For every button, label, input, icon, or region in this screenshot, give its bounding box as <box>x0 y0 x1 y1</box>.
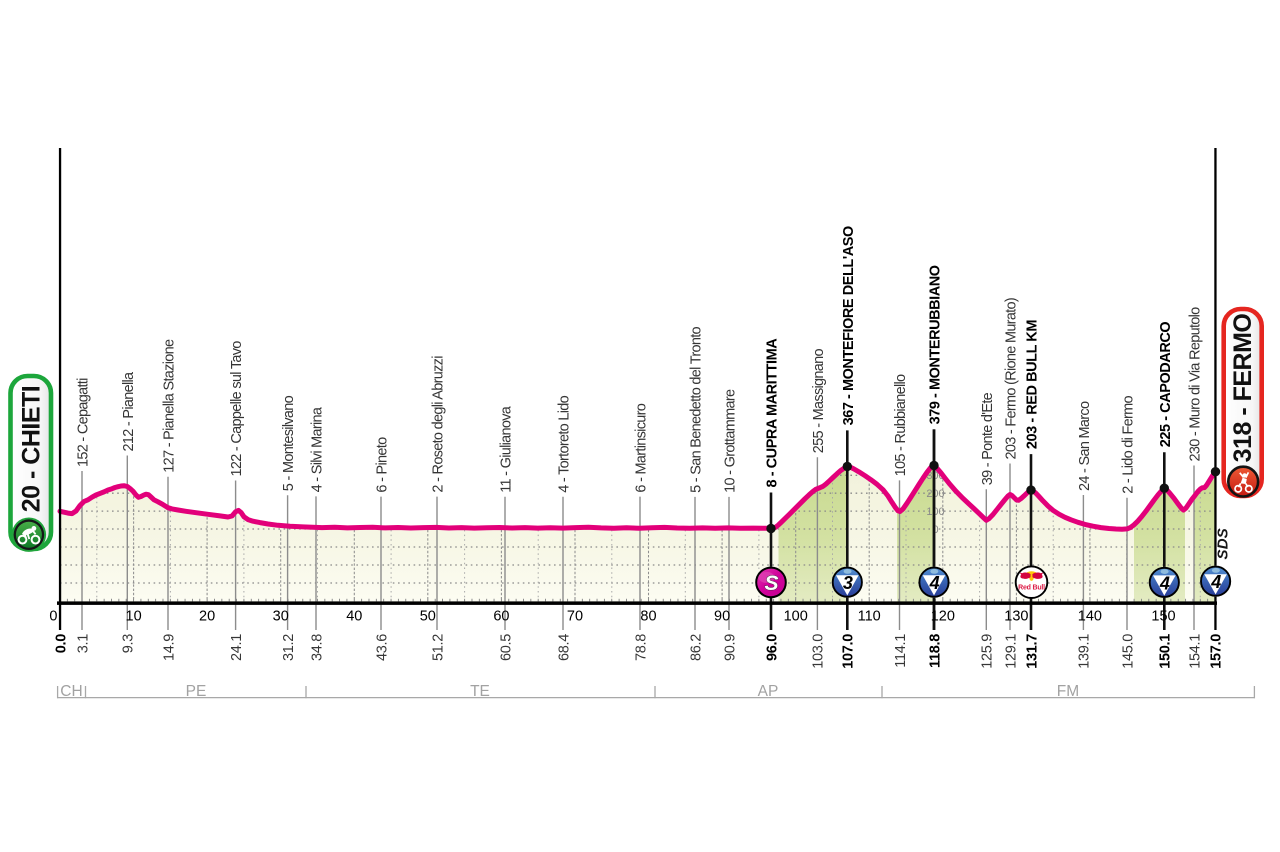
svg-text:367 - MONTEFIORE DELL'ASO: 367 - MONTEFIORE DELL'ASO <box>841 226 857 425</box>
svg-text:51.2: 51.2 <box>430 634 446 661</box>
svg-text:100: 100 <box>784 609 808 625</box>
svg-text:68.4: 68.4 <box>556 634 572 661</box>
svg-text:2 - Roseto degli Abruzzi: 2 - Roseto degli Abruzzi <box>431 356 447 493</box>
svg-text:43.6: 43.6 <box>374 634 390 661</box>
svg-text:0: 0 <box>49 609 57 625</box>
svg-text:80: 80 <box>640 609 656 625</box>
svg-text:10 - Grottammare: 10 - Grottammare <box>723 389 739 493</box>
svg-text:154.1: 154.1 <box>1187 634 1203 669</box>
svg-text:24.1: 24.1 <box>229 634 245 661</box>
svg-text:6 - Martinsicuro: 6 - Martinsicuro <box>634 403 650 492</box>
svg-text:110: 110 <box>858 609 881 625</box>
svg-text:212 - Pianella: 212 - Pianella <box>121 371 137 452</box>
svg-text:60: 60 <box>493 609 509 625</box>
svg-text:4: 4 <box>1210 572 1221 592</box>
svg-text:70: 70 <box>567 609 583 625</box>
svg-text:118.8: 118.8 <box>927 634 943 668</box>
svg-text:20 - CHIETI: 20 - CHIETI <box>18 386 46 512</box>
svg-text:Red Bull: Red Bull <box>1018 585 1045 592</box>
svg-text:131.7: 131.7 <box>1024 634 1040 669</box>
svg-text:9.3: 9.3 <box>121 634 137 653</box>
svg-text:129.1: 129.1 <box>1003 634 1019 669</box>
svg-text:SDS: SDS <box>1215 528 1232 559</box>
svg-text:86.2: 86.2 <box>688 634 704 661</box>
svg-text:90: 90 <box>714 609 730 625</box>
svg-text:203 - RED BULL KM: 203 - RED BULL KM <box>1025 320 1041 449</box>
svg-text:90.9: 90.9 <box>722 634 738 661</box>
svg-text:4: 4 <box>929 573 940 593</box>
svg-text:FM: FM <box>1057 683 1079 700</box>
svg-text:107.0: 107.0 <box>841 634 857 669</box>
svg-text:318 - FERMO: 318 - FERMO <box>1229 314 1257 463</box>
svg-text:31.2: 31.2 <box>281 634 297 661</box>
svg-text:2 - Lido di Fermo: 2 - Lido di Fermo <box>1121 395 1137 493</box>
svg-text:0: 0 <box>932 524 938 536</box>
svg-text:122 - Cappelle sul Tavo: 122 - Cappelle sul Tavo <box>229 341 245 477</box>
svg-text:CH: CH <box>60 683 82 700</box>
svg-text:78.8: 78.8 <box>633 634 649 661</box>
svg-text:4 - Silvi Marina: 4 - Silvi Marina <box>310 406 326 492</box>
svg-text:20: 20 <box>199 609 215 625</box>
svg-text:105 - Rubbianello: 105 - Rubbianello <box>893 374 909 476</box>
svg-text:3: 3 <box>843 573 853 593</box>
svg-text:130: 130 <box>1004 609 1028 625</box>
svg-text:S: S <box>764 572 778 595</box>
svg-text:150: 150 <box>1151 609 1175 625</box>
svg-text:10: 10 <box>126 609 142 625</box>
svg-text:379 - MONTERUBBIANO: 379 - MONTERUBBIANO <box>928 265 944 424</box>
svg-text:50: 50 <box>420 609 436 625</box>
svg-text:114.1: 114.1 <box>893 634 909 668</box>
svg-text:152 - Cepagatti: 152 - Cepagatti <box>76 378 92 467</box>
svg-text:125.9: 125.9 <box>980 634 996 669</box>
svg-text:96.0: 96.0 <box>764 634 780 661</box>
svg-text:6 - Pineto: 6 - Pineto <box>375 437 391 493</box>
svg-text:100: 100 <box>926 506 944 518</box>
svg-text:120: 120 <box>931 609 955 625</box>
svg-text:14.9: 14.9 <box>161 634 177 661</box>
svg-text:40: 40 <box>346 609 362 625</box>
svg-text:140: 140 <box>1078 609 1102 625</box>
svg-text:203 - Fermo (Rione Murato): 203 - Fermo (Rione Murato) <box>1004 298 1020 460</box>
svg-text:255 - Massignano: 255 - Massignano <box>811 349 827 454</box>
svg-text:5 - Montesilvano: 5 - Montesilvano <box>281 395 297 491</box>
svg-text:AP: AP <box>758 683 779 700</box>
svg-text:230 - Muro di Via Reputolo: 230 - Muro di Via Reputolo <box>1188 307 1204 462</box>
svg-text:145.0: 145.0 <box>1120 634 1136 669</box>
svg-text:11 - Giulianova: 11 - Giulianova <box>499 405 515 493</box>
svg-text:225 - CAPODARCO: 225 - CAPODARCO <box>1158 322 1174 448</box>
svg-text:34.8: 34.8 <box>309 634 325 661</box>
svg-text:0.0: 0.0 <box>53 634 69 653</box>
svg-text:4: 4 <box>1159 573 1170 593</box>
svg-text:103.0: 103.0 <box>811 634 827 669</box>
svg-text:TE: TE <box>470 683 490 700</box>
svg-text:139.1: 139.1 <box>1077 634 1093 669</box>
svg-text:157.0: 157.0 <box>1208 634 1224 669</box>
svg-text:39 - Ponte d'Ete: 39 - Ponte d'Ete <box>980 392 996 485</box>
svg-text:150.1: 150.1 <box>1158 634 1174 669</box>
svg-text:8 - CUPRA MARITTIMA: 8 - CUPRA MARITTIMA <box>765 338 781 488</box>
svg-text:5 - San Benedetto del Tronto: 5 - San Benedetto del Tronto <box>689 326 705 492</box>
svg-text:3.1: 3.1 <box>75 634 91 653</box>
svg-text:30: 30 <box>273 609 289 625</box>
svg-text:4 - Tortoreto Lido: 4 - Tortoreto Lido <box>557 395 573 492</box>
svg-text:PE: PE <box>186 683 207 700</box>
svg-text:24 - San Marco: 24 - San Marco <box>1077 401 1093 491</box>
svg-text:60.5: 60.5 <box>498 634 514 661</box>
svg-text:200: 200 <box>926 488 944 500</box>
svg-text:127 - Pianella Stazione: 127 - Pianella Stazione <box>162 339 178 473</box>
